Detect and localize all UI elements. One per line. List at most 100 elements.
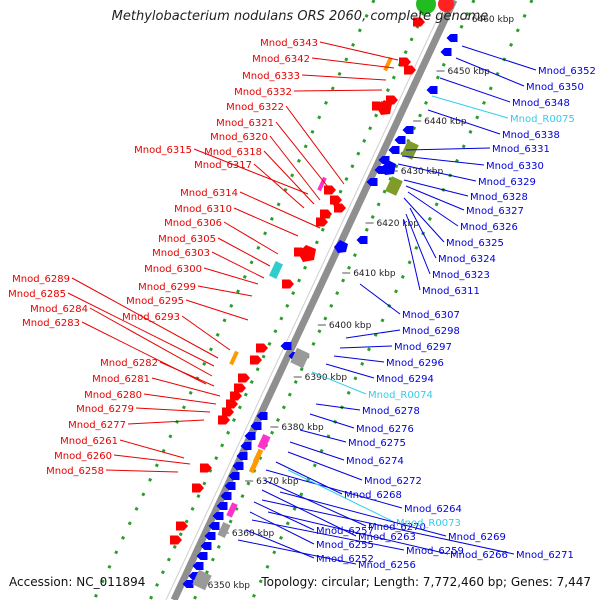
left-gene-label: Mnod_6318 [204,147,262,158]
right-leader-line [405,147,491,151]
left-leader-line [119,439,185,459]
right-leader-line [333,355,385,363]
right-gene-label: Mnod_6327 [466,206,524,217]
left-gene-label: Mnod_6283 [22,318,80,329]
gene-blue-0 [446,34,458,42]
left-gene-label: Mnod_6280 [84,390,142,401]
right-leader-line [397,163,477,182]
left-gene-label: Mnod_6285 [8,289,66,300]
right-gene-label: Mnod_R0074 [368,390,433,401]
map-title: Methylobacterium nodulans ORS 2060, comp… [111,9,489,24]
right-leader-line [427,109,501,135]
gene-blue-16 [236,452,248,460]
gene-gray-2 [192,569,212,591]
kbp-tick-label: 6360 kbp [232,529,275,539]
gene-red-18 [222,407,234,417]
gene-blue-1 [440,48,452,56]
gene-red-17 [226,399,238,409]
gene-magenta-1 [257,433,271,451]
left-gene-label: Mnod_6342 [252,54,310,65]
gene-red-20 [200,463,212,473]
right-gene-label: Mnod_6266 [450,550,508,561]
left-leader-line [203,267,259,285]
left-leader-line [113,454,191,465]
left-leader-line [293,89,383,92]
gene-cyan-0 [268,261,284,279]
left-leader-line [233,207,299,237]
left-gene-label: Mnod_6303 [152,248,210,259]
right-gene-label: Mnod_R0073 [396,518,461,529]
left-leader-line [151,377,221,397]
right-gene-label: Mnod_6264 [404,504,462,515]
right-gene-label: Mnod_6296 [386,358,444,369]
right-leader-line [431,95,509,119]
right-gene-label: Mnod_6276 [356,424,414,435]
right-gene-label: Mnod_6294 [376,374,434,385]
gene-blue-19 [224,482,236,490]
left-leader-line [185,299,249,321]
right-leader-line [345,329,401,339]
gene-blue-9 [356,236,368,244]
left-gene-label: Mnod_6310 [174,204,232,215]
kbp-tick-label: 6380 kbp [281,423,324,433]
top-green-blob [416,0,436,14]
left-gene-label: Mnod_6314 [180,188,238,199]
right-gene-label: Mnod_6268 [344,490,402,501]
gene-blue-pentagon-0 [381,160,396,175]
right-gene-label: Mnod_6256 [358,560,416,571]
gene-red-pentagon-0 [298,245,316,262]
right-gene-label: Mnod_6263 [358,532,416,543]
right-gene-label: Mnod_R0075 [510,114,575,125]
gene-red-0 [413,17,425,27]
kbp-tick-label: 6350 kbp [208,581,251,591]
kbp-tick-label: 6460 kbp [472,15,515,25]
gene-red-22 [176,521,188,531]
gene-red-9 [316,217,328,227]
right-gene-label: Mnod_6298 [402,326,460,337]
gene-red-14 [238,373,250,383]
gene-blue-15 [240,442,252,450]
gene-red-13 [250,355,262,365]
right-gene-label: Mnod_6252 [316,554,374,565]
right-gene-label: Mnod_6326 [460,222,518,233]
right-leader-line [407,191,459,227]
right-gene-label: Mnod_6307 [402,310,460,321]
gene-magenta-2 [226,502,238,518]
gene-red-3 [386,95,398,105]
kbp-tick-label: 6450 kbp [447,67,490,77]
right-leader-line [405,213,431,275]
left-leader-line [193,148,309,195]
left-leader-line [197,285,253,297]
left-gene-label: Mnod_6289 [12,274,70,285]
gene-red-15 [234,383,246,393]
gene-magenta-0 [317,176,327,192]
right-leader-line [249,511,315,545]
left-gene-label: Mnod_6317 [194,160,252,171]
gene-blue-27 [192,562,204,570]
genome-axis [170,0,458,600]
right-gene-label: Mnod_6297 [394,342,452,353]
right-leader-line [309,413,355,429]
left-gene-label: Mnod_6282 [100,358,158,369]
left-gene-label: Mnod_6260 [54,451,112,462]
left-gene-label: Mnod_6258 [46,466,104,477]
gene-blue-20 [220,492,232,500]
right-gene-label: Mnod_6271 [516,550,574,561]
left-leader-line [311,57,395,69]
right-gene-label: Mnod_6330 [486,161,544,172]
right-leader-line [251,519,405,551]
right-leader-line [299,429,347,443]
gene-blue-4 [394,136,406,144]
right-gene-label: Mnod_6350 [526,82,584,93]
left-leader-line [269,135,321,201]
right-gene-label: Mnod_6329 [478,177,536,188]
left-leader-line [181,315,231,351]
right-gene-label: Mnod_6348 [512,98,570,109]
left-gene-label: Mnod_6322 [226,102,284,113]
right-leader-line [261,499,515,555]
gene-red-2 [404,65,416,75]
left-leader-line [275,121,333,193]
left-leader-line [105,469,179,473]
left-gene-label: Mnod_6277 [68,420,126,431]
